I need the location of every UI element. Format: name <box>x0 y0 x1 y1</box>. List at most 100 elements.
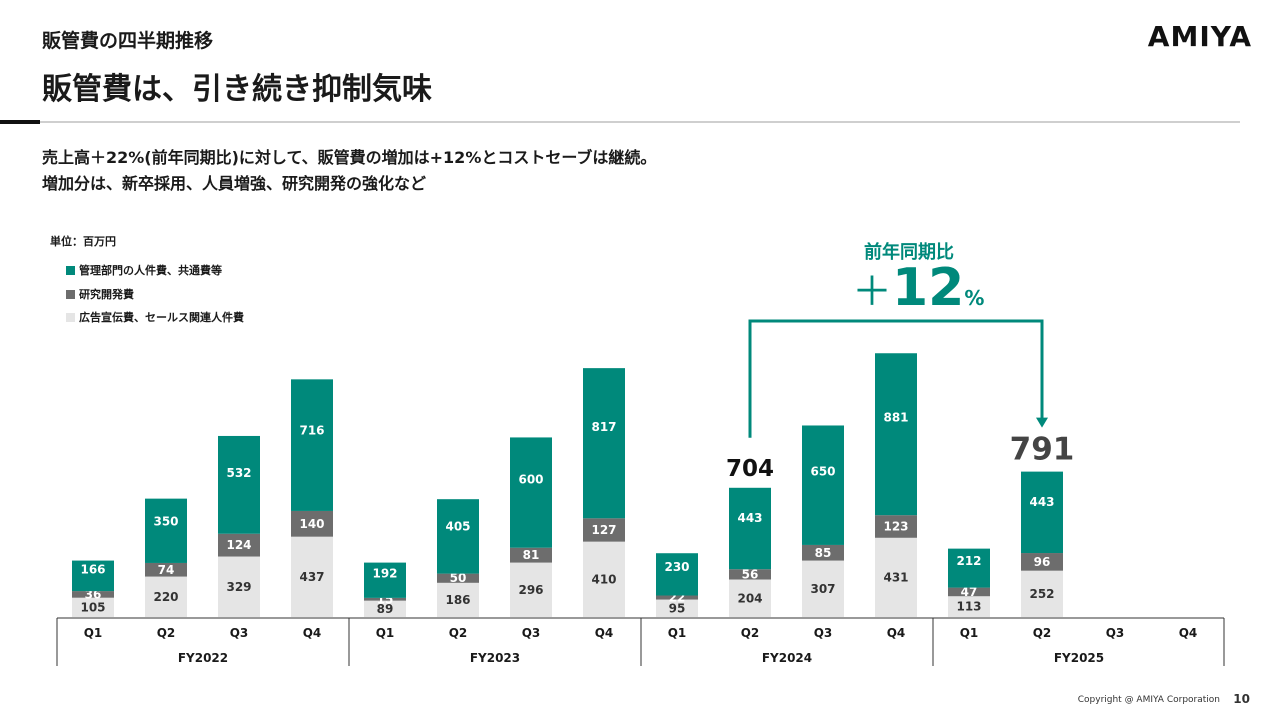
bar-segment-advertising <box>364 600 406 617</box>
fiscal-year-label: FY2024 <box>762 651 812 665</box>
data-label: 410 <box>591 572 616 586</box>
data-label: 105 <box>80 600 105 614</box>
bar-segment-rnd <box>437 573 479 583</box>
legend-label: 広告宣伝費、セールス関連人件費 <box>79 311 244 324</box>
data-label: 192 <box>372 566 397 580</box>
comparison-bracket <box>748 319 1044 438</box>
data-label: 650 <box>810 465 835 479</box>
data-label: 437 <box>299 570 324 584</box>
data-label: 127 <box>591 523 616 537</box>
data-label: 212 <box>956 554 981 568</box>
bar-segment-advertising <box>729 579 771 617</box>
bar-segment-admin <box>437 499 479 574</box>
x-tick-label: Q2 <box>741 626 760 640</box>
bar-segment-admin <box>948 548 990 588</box>
total-label: 704 <box>726 456 774 482</box>
fiscal-year-label: FY2025 <box>1054 651 1104 665</box>
data-label: 230 <box>664 560 689 574</box>
data-label: 252 <box>1029 587 1054 601</box>
bar-segment-admin <box>364 562 406 598</box>
bar-segment-rnd <box>291 510 333 537</box>
bar-segment-admin <box>510 437 552 548</box>
lead-text-line-1: 売上高＋22%(前年同期比)に対して、販管費の増加は+12%とコストセーブは継続… <box>42 148 657 167</box>
data-label: 431 <box>883 570 908 584</box>
data-label: 124 <box>226 538 251 552</box>
bar-segment-advertising <box>145 576 187 617</box>
x-tick-label: Q1 <box>668 626 687 640</box>
bar-segment-admin <box>72 560 114 592</box>
bar-segment-advertising <box>218 556 260 617</box>
data-label: 95 <box>669 601 686 615</box>
x-tick-label: Q3 <box>1106 626 1125 640</box>
yoy-number: 12 <box>892 258 965 318</box>
legend-swatch-light <box>66 312 75 322</box>
data-label: 881 <box>883 410 908 424</box>
data-label: 350 <box>153 515 178 529</box>
bar-segment-rnd <box>145 562 187 577</box>
data-label: 47 <box>961 585 978 599</box>
data-label: 204 <box>737 591 762 605</box>
company-logo: AMIYA <box>1147 20 1252 53</box>
data-label: 186 <box>445 593 470 607</box>
legend-swatch-teal <box>66 265 75 275</box>
data-label: 405 <box>445 519 470 533</box>
bar-segment-admin <box>1021 471 1063 554</box>
bar-segment-admin <box>291 379 333 511</box>
fiscal-year-label: FY2022 <box>178 651 228 665</box>
bar-segment-rnd <box>583 518 625 542</box>
x-tick-label: Q1 <box>84 626 103 640</box>
title-divider <box>0 121 1240 123</box>
data-label: 817 <box>591 420 616 434</box>
x-tick-label: Q4 <box>887 626 906 640</box>
x-tick-label: Q4 <box>595 626 614 640</box>
data-label: 85 <box>815 546 832 560</box>
data-label: 113 <box>956 600 981 614</box>
total-label: 791 <box>1010 432 1075 468</box>
data-label: 220 <box>153 590 178 604</box>
bar-segment-advertising <box>1021 570 1063 617</box>
x-tick-label: Q3 <box>814 626 833 640</box>
fiscal-year-label: FY2023 <box>470 651 520 665</box>
lead-text-line-2: 増加分は、新卒採用、人員増強、研究開発の強化など <box>42 174 427 193</box>
x-tick-label: Q4 <box>303 626 322 640</box>
bar-segment-rnd <box>948 587 990 597</box>
unit-label: 単位：百万円 <box>50 235 116 248</box>
bar-segment-rnd <box>218 533 260 557</box>
data-label: 166 <box>80 562 105 576</box>
bar-segment-advertising <box>875 537 917 617</box>
data-label: 56 <box>742 567 759 581</box>
x-tick-label: Q3 <box>522 626 541 640</box>
bar-segment-rnd <box>875 515 917 538</box>
comparison-arrowhead <box>1036 417 1048 428</box>
page-title: 販管費は、引き続き抑制気味 <box>42 72 432 107</box>
yoy-value: ＋12% <box>852 258 984 318</box>
section-title: 販管費の四半期推移 <box>42 30 214 52</box>
bar-segment-admin <box>875 353 917 516</box>
bar-segment-advertising <box>510 562 552 617</box>
x-tick-label: Q3 <box>230 626 249 640</box>
data-label: 74 <box>158 563 175 577</box>
bar-segment-rnd <box>364 597 406 601</box>
x-tick-label: Q2 <box>157 626 176 640</box>
bar-segment-admin <box>583 368 625 519</box>
data-label: 81 <box>523 548 540 562</box>
yoy-label: 前年同期比 <box>864 242 954 263</box>
data-label: 443 <box>737 511 762 525</box>
bar-segment-rnd <box>72 591 114 598</box>
bar-segment-admin <box>729 487 771 570</box>
data-label: 716 <box>299 424 324 438</box>
data-label: 50 <box>450 571 467 585</box>
data-label: 96 <box>1034 555 1051 569</box>
x-tick-label: Q4 <box>1179 626 1198 640</box>
bar-segment-advertising <box>437 582 479 617</box>
title-divider-accent <box>0 120 40 124</box>
bar-segment-admin <box>802 425 844 545</box>
yoy-sign: ＋ <box>852 269 892 315</box>
x-tick-label: Q2 <box>1033 626 1052 640</box>
data-label: 123 <box>883 519 908 533</box>
x-tick-label: Q1 <box>376 626 395 640</box>
page-number: 10 <box>1233 692 1250 706</box>
legend-label: 管理部門の人件費、共通費等 <box>79 264 222 277</box>
data-label: 296 <box>518 583 543 597</box>
